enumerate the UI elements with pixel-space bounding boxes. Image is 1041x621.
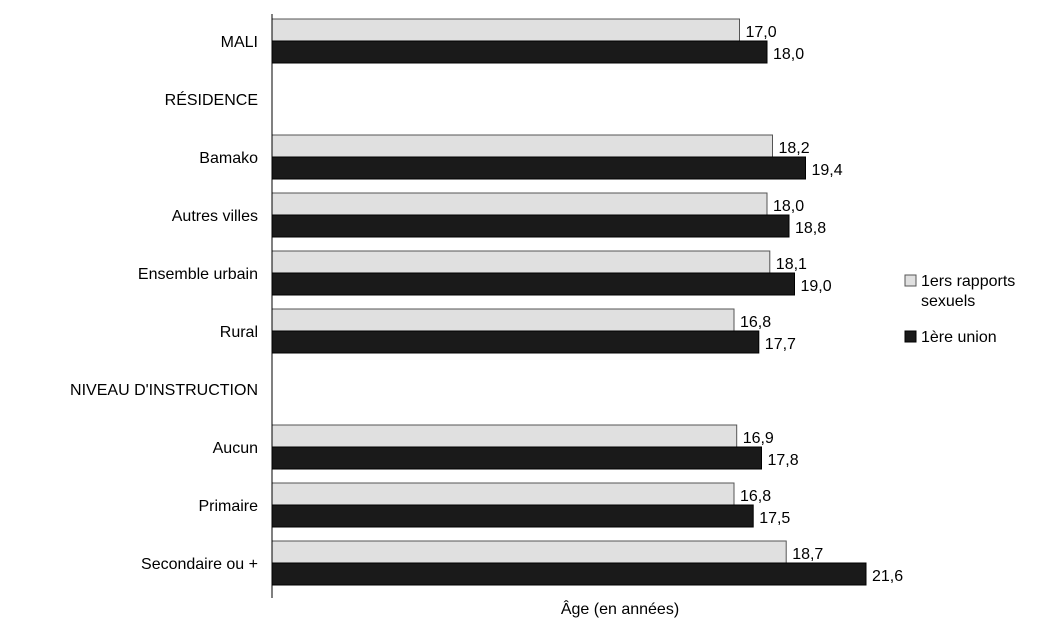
- value-label: 18,1: [776, 256, 807, 273]
- value-label: 17,5: [759, 510, 790, 527]
- bar-first-intercourse: [271, 250, 771, 274]
- value-label: 18,2: [779, 140, 810, 157]
- value-label: 16,9: [743, 430, 774, 447]
- category-label: MALI: [221, 34, 258, 51]
- legend-label-first-intercourse-line2: sexuels: [921, 293, 975, 310]
- value-label: 19,0: [801, 278, 832, 295]
- legend: 1ers rapports sexuels 1ère union: [904, 273, 1015, 346]
- bar-first-union: [271, 272, 795, 296]
- category-label: Aucun: [213, 440, 258, 457]
- legend-label-first-intercourse-line1: 1ers rapports: [921, 273, 1015, 290]
- value-label: 17,0: [746, 24, 777, 41]
- value-label: 17,8: [768, 452, 799, 469]
- x-axis-title: Âge (en années): [561, 599, 679, 618]
- bar-first-intercourse: [271, 134, 773, 158]
- category-label: Ensemble urbain: [138, 266, 258, 283]
- bar-first-union: [271, 562, 867, 586]
- category-label: RÉSIDENCE: [165, 90, 258, 109]
- bar-first-intercourse: [271, 540, 787, 564]
- legend-label-first-union: 1ère union: [921, 329, 997, 346]
- bar-first-union: [271, 214, 790, 238]
- bar-first-intercourse: [271, 18, 740, 42]
- value-label: 16,8: [740, 314, 771, 331]
- bar-first-intercourse: [271, 308, 735, 332]
- category-label: Rural: [220, 324, 258, 341]
- bar-first-union: [271, 504, 754, 528]
- category-label: Autres villes: [172, 208, 258, 225]
- value-label: 17,7: [765, 336, 796, 353]
- category-label: Primaire: [198, 498, 258, 515]
- bars: [271, 18, 867, 586]
- bar-first-union: [271, 40, 768, 64]
- value-label: 16,8: [740, 488, 771, 505]
- legend-swatch-first-union: [904, 330, 917, 343]
- category-label: Secondaire ou +: [141, 556, 258, 573]
- legend-swatch-first-intercourse: [904, 274, 917, 287]
- category-label: Bamako: [199, 150, 258, 167]
- bar-first-union: [271, 156, 806, 180]
- value-label: 18,0: [773, 198, 804, 215]
- value-label: 18,0: [773, 46, 804, 63]
- bar-first-intercourse: [271, 482, 735, 506]
- value-labels: 17,0 18,0 18,219,4 18,0 18,8 18,1 19,0 16,8 17,7…: [740, 24, 903, 585]
- bar-first-union: [271, 446, 762, 470]
- category-labels: MALI RÉSIDENCE Bamako Autres villes Ensemble…: [70, 34, 258, 573]
- value-label: 18,7: [792, 546, 823, 563]
- bar-first-intercourse: [271, 424, 738, 448]
- value-label: 21,6: [872, 568, 903, 585]
- bar-first-intercourse: [271, 192, 768, 216]
- value-label: 18,8: [795, 220, 826, 237]
- category-label: NIVEAU D'INSTRUCTION: [70, 382, 258, 399]
- bar-first-union: [271, 330, 760, 354]
- value-label: 19,4: [812, 162, 843, 179]
